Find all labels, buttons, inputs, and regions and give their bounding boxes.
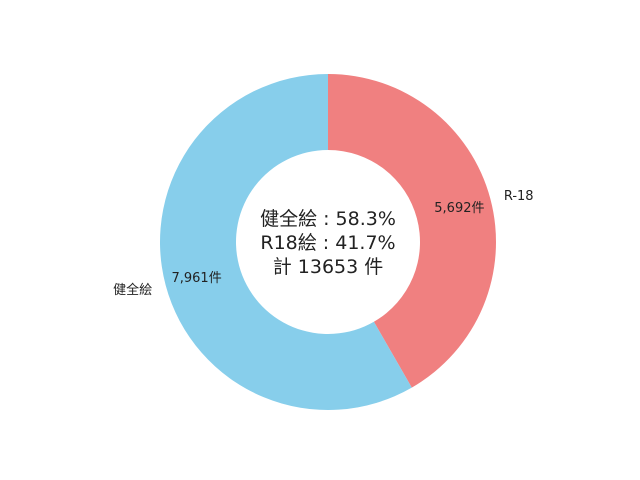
center-line-1: 健全絵 : 58.3% [260,208,396,230]
slice-label-0: R-18 [504,189,534,204]
slice-1 [160,74,412,410]
slice-label-1: 健全絵 [113,282,152,298]
center-line-3: 計 13653 件 [273,256,384,278]
slices-group [160,74,497,410]
slice-value-label-1: 7,961件 [171,271,221,286]
center-line-2: R18絵 : 41.7% [260,232,395,254]
slice-0 [328,74,497,388]
slice-value-label-0: 5,692件 [434,201,484,216]
center-text-group: 健全絵 : 58.3% R18絵 : 41.7% 計 13653 件 [260,208,396,278]
